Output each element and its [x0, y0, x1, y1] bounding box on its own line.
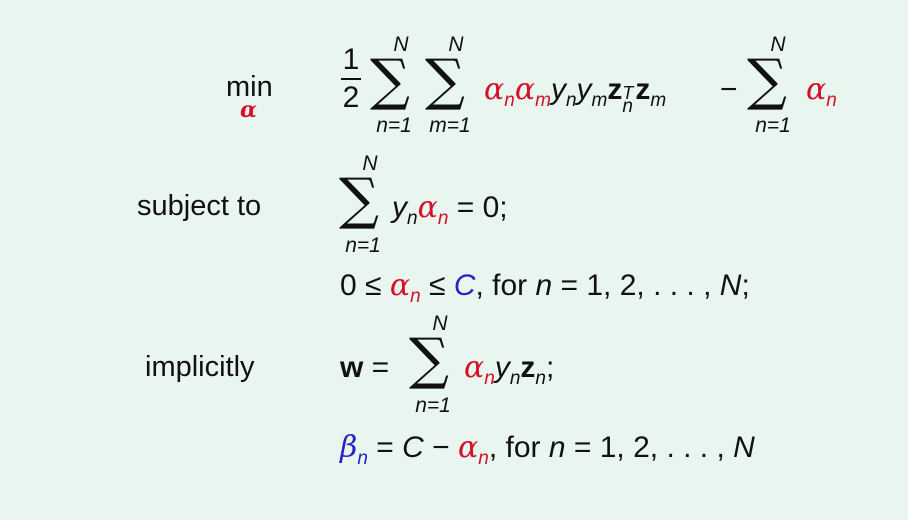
leq-symbol: ≤	[420, 269, 454, 302]
fraction-numerator: 1	[342, 43, 360, 76]
sum3-lower-limit: n=1	[755, 114, 791, 137]
alpha-n-subscript: n	[437, 208, 449, 229]
for-text: , for	[488, 431, 549, 464]
C-symbol: C	[402, 431, 424, 464]
implicitly-label: implicitly	[145, 351, 255, 383]
constraint-box-bounds: 0 ≤ αn ≤ C, for n = 1, 2, . . . , N;	[340, 268, 750, 308]
alpha-n-symbol: α	[389, 268, 411, 303]
y-n-subscript: n	[565, 90, 577, 111]
sum1-upper-limit: N	[393, 33, 409, 56]
range-text: = 1, 2, . . . ,	[565, 431, 734, 464]
sum3-upper-limit: N	[770, 33, 786, 56]
implicit-sum-upper-limit: N	[432, 312, 448, 335]
implicit-sum-body: αnynzn;	[464, 350, 554, 390]
y-n-symbol: y	[392, 191, 407, 224]
min-variable-alpha: α	[240, 97, 257, 123]
implicit-sum-lower-limit: n=1	[415, 394, 451, 417]
beta-n-symbol: β	[340, 430, 358, 465]
implicit-sum-sigma: ∑	[409, 327, 449, 392]
w-equals: w =	[340, 350, 398, 386]
alpha-n-symbol: α	[464, 350, 485, 385]
z-m-symbol: z	[635, 73, 651, 106]
z-n-symbol: z	[607, 73, 623, 106]
constraint-sum-lower-limit: n=1	[345, 234, 381, 257]
constraint-sum-body: ynαn = 0;	[392, 190, 508, 230]
sum2-upper-limit: N	[448, 33, 464, 56]
constraint-sum-sigma: ∑	[339, 167, 379, 232]
z-n-symbol: z	[520, 351, 536, 384]
y-m-symbol: y	[576, 73, 592, 106]
semicolon: ;	[546, 351, 555, 384]
w-symbol: w	[340, 351, 364, 384]
y-n-subscript: n	[509, 368, 521, 389]
alpha-n-subscript: n	[826, 90, 837, 111]
equals-symbol: =	[367, 431, 403, 464]
subject-to-label: subject to	[137, 190, 262, 222]
alpha-m-symbol: α	[514, 72, 536, 107]
alpha-n-subscript: n	[484, 368, 495, 389]
min-label: min	[226, 71, 273, 103]
transpose-superscript: T	[622, 83, 634, 103]
y-n-subscript: n	[407, 208, 418, 229]
alpha-n-symbol: α	[484, 72, 505, 107]
y-n-symbol: y	[550, 73, 566, 106]
sum3-sigma: ∑	[747, 48, 787, 113]
alpha-m-subscript: m	[535, 90, 551, 111]
alpha-n-symbol: α	[458, 430, 479, 465]
z-n-subscript: n	[535, 368, 546, 389]
minus-symbol: −	[423, 431, 458, 464]
z-m-subscript: m	[650, 90, 667, 111]
z-n-subscript: n	[622, 96, 633, 117]
sum2-sigma: ∑	[425, 48, 465, 113]
constraint-sum-upper-limit: N	[362, 152, 378, 175]
alpha-n-symbol: α	[806, 72, 827, 107]
fraction-denominator: 2	[342, 81, 360, 114]
y-n-symbol: y	[494, 351, 510, 384]
C-symbol: C	[453, 269, 476, 302]
equals-symbol: =	[363, 351, 398, 384]
objective-minus: −	[720, 73, 738, 106]
objective-last-term: αn	[806, 72, 837, 112]
semicolon: ;	[741, 269, 750, 302]
implicit-beta-expression: βn = C − αn, for n = 1, 2, . . . , N	[340, 430, 755, 470]
zero-leq: 0 ≤	[340, 269, 390, 302]
sum1-lower-limit: n=1	[376, 114, 412, 137]
N-symbol: N	[719, 269, 742, 302]
equals-zero: = 0;	[448, 191, 508, 224]
alpha-n-symbol: α	[417, 190, 438, 225]
y-m-subscript: m	[591, 90, 608, 111]
sum2-lower-limit: m=1	[429, 114, 471, 137]
N-symbol: N	[733, 431, 755, 464]
n-symbol: n	[548, 431, 566, 464]
fraction-bar	[341, 78, 361, 80]
sum1-sigma: ∑	[370, 48, 410, 113]
n-symbol: n	[535, 269, 553, 302]
alpha-n-subscript: n	[478, 448, 489, 469]
for-text: , for	[475, 269, 536, 302]
beta-n-subscript: n	[357, 448, 368, 469]
alpha-n-subscript: n	[410, 286, 421, 307]
alpha-n-subscript: n	[504, 90, 515, 111]
range-text: = 1, 2, . . . ,	[552, 269, 720, 302]
